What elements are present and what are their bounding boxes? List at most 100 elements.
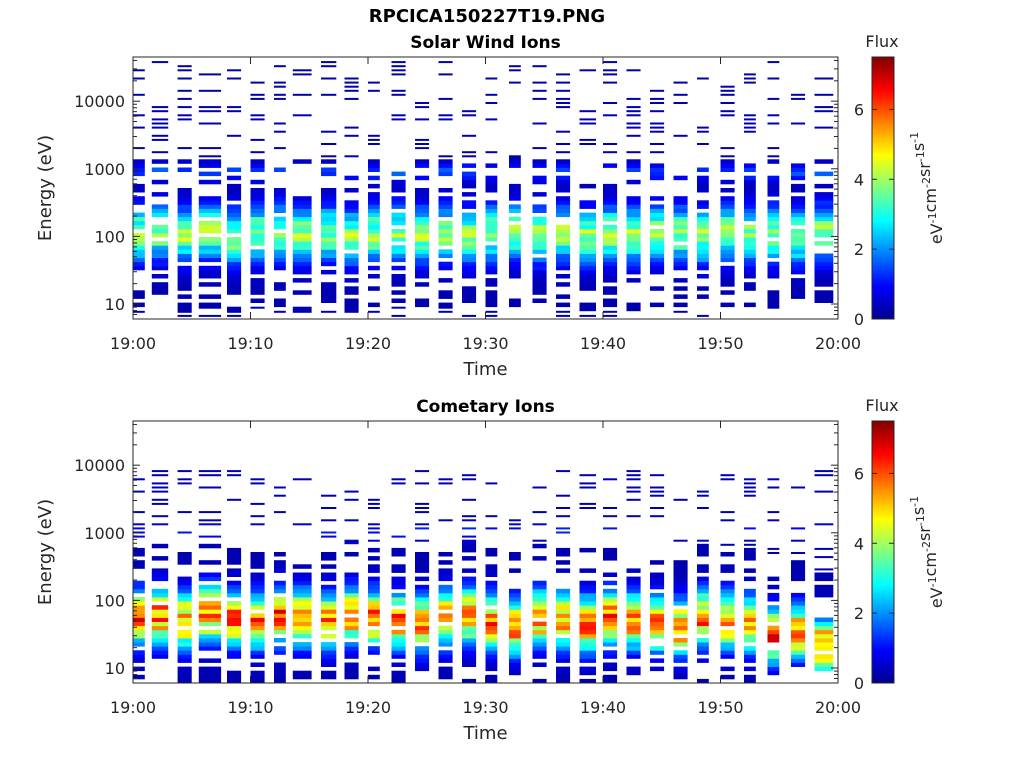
spectrogram-cell bbox=[626, 613, 641, 618]
spectrogram-cell bbox=[485, 633, 498, 639]
colorbar-gradient bbox=[871, 56, 895, 320]
spectrogram-cell bbox=[650, 269, 665, 275]
spectrogram-cell bbox=[626, 110, 641, 113]
spectrogram-cell bbox=[744, 678, 756, 684]
spectrogram-cell bbox=[344, 265, 359, 271]
spectrogram-cell bbox=[650, 613, 665, 618]
spectrogram-cell bbox=[673, 654, 688, 659]
spectrogram-cell bbox=[767, 249, 780, 254]
spectrogram-cell bbox=[532, 269, 547, 275]
spectrogram-cell bbox=[368, 580, 380, 586]
spectrogram-cell bbox=[697, 609, 709, 614]
spectrogram-cell bbox=[485, 625, 498, 631]
spectrogram-cell bbox=[227, 617, 242, 622]
spectrogram-cell bbox=[462, 212, 477, 218]
spectrogram-cell bbox=[438, 584, 453, 590]
spectrogram-cell bbox=[603, 580, 618, 586]
spectrogram-cell bbox=[462, 580, 477, 586]
spectrogram-cell bbox=[151, 654, 169, 659]
spectrogram-cell bbox=[462, 613, 477, 618]
spectrogram-cell bbox=[791, 662, 806, 667]
y-tick-label: 1000 bbox=[84, 524, 125, 543]
spectrogram-cell bbox=[198, 613, 222, 618]
spectrogram-cell bbox=[673, 613, 688, 618]
spectrogram-cell bbox=[650, 233, 665, 238]
spectrogram-cell bbox=[556, 654, 571, 659]
spectrogram-cell bbox=[227, 188, 242, 193]
spectrogram-cell bbox=[579, 633, 596, 639]
spectrogram-cell bbox=[177, 212, 192, 218]
spectrogram-cell bbox=[626, 633, 641, 639]
spectrogram-cell bbox=[133, 233, 145, 238]
spectrogram-cell bbox=[274, 282, 286, 287]
spectrogram-cell bbox=[274, 196, 286, 201]
spectrogram-cell bbox=[391, 613, 406, 618]
spectrogram-cell bbox=[697, 678, 709, 684]
spectrogram-cell bbox=[133, 535, 145, 538]
spectrogram-cell bbox=[650, 265, 665, 271]
spectrogram-cell bbox=[579, 278, 596, 283]
spectrogram-cell bbox=[292, 646, 312, 651]
panel-title: Cometary Ions bbox=[416, 397, 555, 417]
spectrogram-cell bbox=[198, 605, 222, 610]
spectrogram-cell bbox=[321, 674, 337, 680]
spectrogram-cell bbox=[603, 302, 618, 308]
spectrogram-cell bbox=[344, 298, 359, 303]
spectrogram-cell bbox=[321, 535, 337, 538]
colorbar-unit-label: eV-1cm-2sr-1s-1 bbox=[908, 496, 946, 608]
spectrogram-cell bbox=[292, 605, 312, 610]
spectrogram-cell bbox=[744, 650, 756, 655]
spectrogram-cell bbox=[744, 609, 756, 614]
spectrogram-cell bbox=[177, 97, 192, 100]
spectrogram-cell bbox=[603, 617, 618, 622]
spectrogram-cell bbox=[556, 638, 571, 643]
spectrogram-cell bbox=[133, 564, 145, 569]
spectrogram-cell bbox=[250, 233, 265, 238]
spectrogram-cell bbox=[415, 502, 430, 505]
spectrogram-cell bbox=[556, 617, 571, 622]
spectrogram-cell bbox=[462, 224, 477, 230]
spectrogram-cell bbox=[438, 253, 453, 258]
spectrogram-cell bbox=[151, 482, 169, 485]
spectrogram-cell bbox=[485, 564, 498, 569]
spectrogram-cell bbox=[556, 666, 571, 672]
spectrogram-cell bbox=[462, 576, 477, 582]
spectrogram-cell bbox=[603, 601, 618, 606]
spectrogram-cell bbox=[509, 253, 521, 258]
spectrogram-cell bbox=[579, 486, 596, 489]
spectrogram-cell bbox=[814, 261, 834, 267]
spectrogram-cell bbox=[250, 257, 265, 263]
spectrogram-cell bbox=[744, 274, 756, 279]
spectrogram-cell bbox=[532, 282, 547, 287]
spectrogram-cell bbox=[227, 547, 242, 553]
spectrogram-cell bbox=[485, 261, 498, 267]
spectrogram-cell bbox=[485, 245, 498, 250]
spectrogram-cell bbox=[177, 470, 192, 473]
spectrogram-cell bbox=[485, 650, 498, 655]
spectrogram-cell bbox=[720, 605, 735, 610]
spectrogram-cell bbox=[344, 572, 359, 577]
spectrogram-cell bbox=[579, 502, 596, 505]
spectrogram-cell bbox=[650, 625, 665, 631]
spectrogram-cell bbox=[462, 183, 477, 189]
spectrogram-cell bbox=[744, 118, 756, 121]
spectrogram-cell bbox=[626, 134, 641, 137]
spectrogram-cell bbox=[462, 592, 477, 598]
spectrogram-cell bbox=[250, 286, 265, 291]
spectrogram-cell bbox=[626, 208, 641, 213]
spectrogram-cell bbox=[767, 633, 780, 639]
spectrogram-cell bbox=[292, 249, 312, 254]
spectrogram-cell bbox=[650, 110, 665, 113]
spectrogram-cell bbox=[344, 208, 359, 213]
spectrogram-cell bbox=[532, 523, 547, 526]
spectrogram-cell bbox=[198, 302, 222, 308]
spectrogram-cell bbox=[485, 568, 498, 573]
spectrogram-cell bbox=[274, 584, 286, 590]
spectrogram-cell bbox=[391, 621, 406, 627]
spectrogram-cell bbox=[344, 200, 359, 205]
spectrogram-cell bbox=[485, 102, 498, 104]
spectrogram-cell bbox=[697, 126, 709, 129]
spectrogram-cell bbox=[274, 188, 286, 193]
spectrogram-cell bbox=[532, 274, 547, 279]
spectrogram-cell bbox=[292, 584, 312, 590]
